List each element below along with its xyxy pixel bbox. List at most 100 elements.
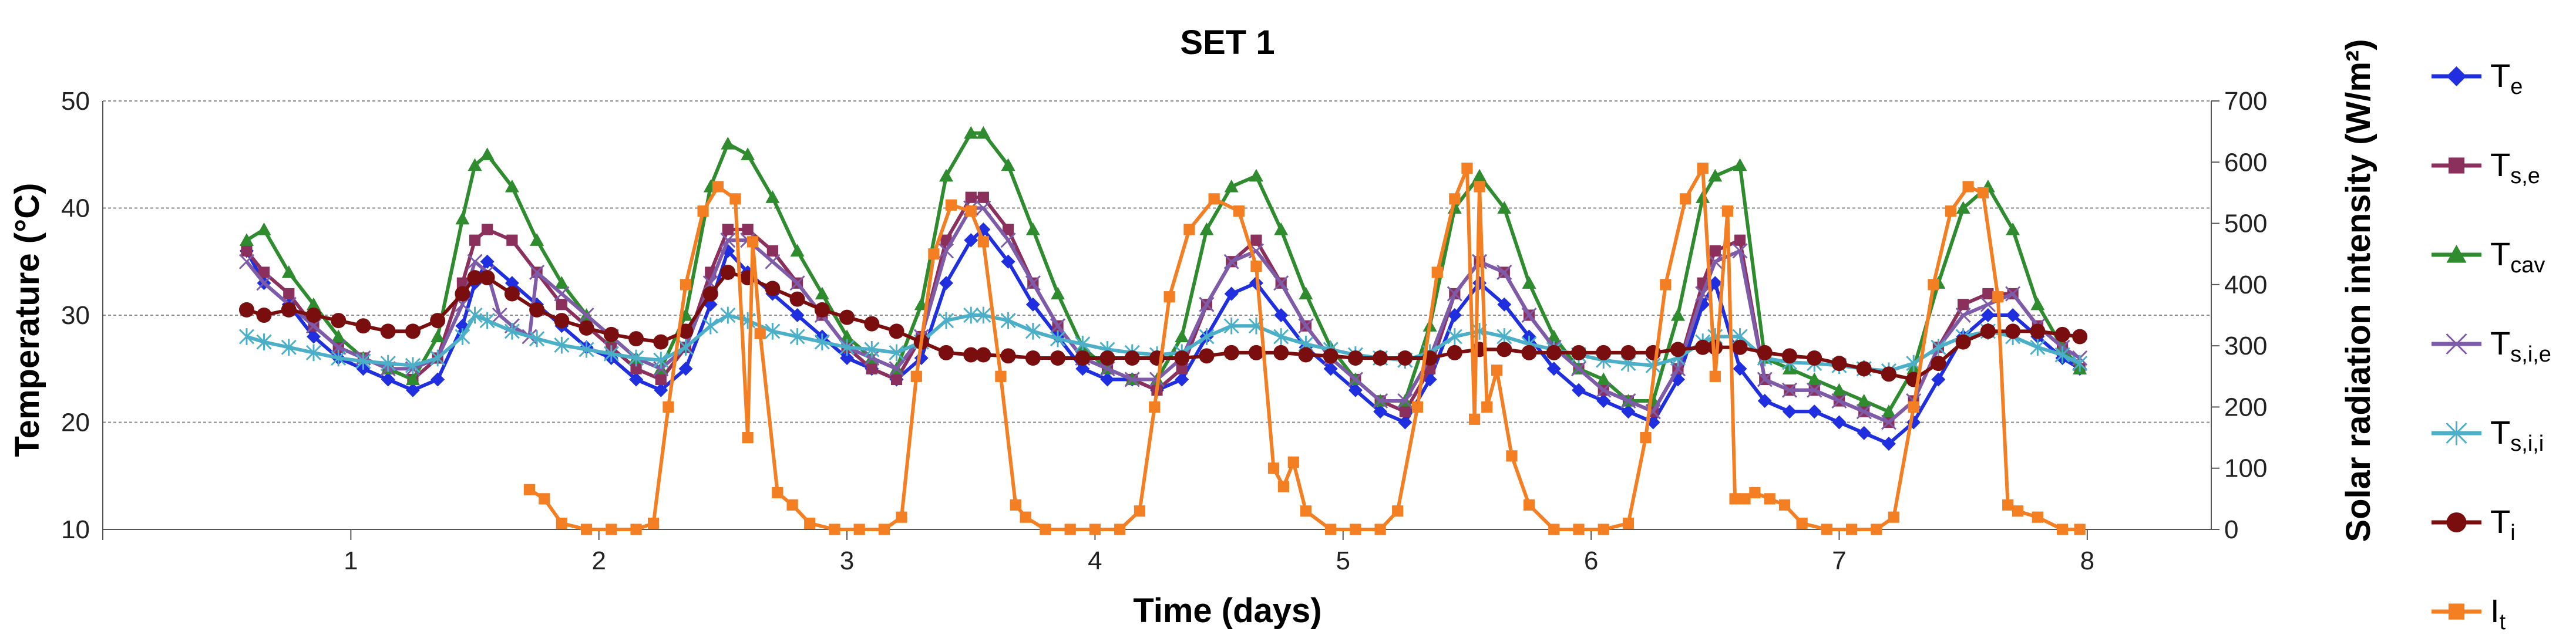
x-tick-label: 4 bbox=[1088, 546, 1102, 575]
legend-label: It bbox=[2490, 592, 2506, 634]
data-point bbox=[1397, 350, 1413, 366]
data-point bbox=[1622, 517, 1635, 529]
data-point bbox=[1025, 275, 1041, 291]
data-point bbox=[1124, 372, 1140, 387]
data-point bbox=[1757, 394, 1772, 408]
data-point bbox=[1001, 158, 1015, 171]
data-point bbox=[554, 336, 570, 354]
data-point bbox=[2032, 511, 2043, 523]
data-point bbox=[554, 286, 570, 302]
data-point bbox=[1962, 181, 1974, 193]
data-point bbox=[765, 254, 781, 269]
data-point bbox=[741, 147, 755, 160]
data-point bbox=[1857, 394, 1871, 407]
data-point bbox=[1796, 517, 1808, 529]
data-point bbox=[603, 326, 619, 342]
data-point bbox=[1831, 356, 1847, 372]
data-point bbox=[678, 362, 693, 376]
data-point bbox=[654, 383, 668, 397]
data-point bbox=[2054, 326, 2070, 342]
data-point bbox=[720, 232, 736, 248]
data-point bbox=[1708, 168, 1723, 182]
data-point bbox=[1398, 415, 1413, 430]
data-point bbox=[722, 224, 734, 235]
data-point bbox=[977, 191, 989, 203]
data-point bbox=[1374, 524, 1386, 535]
data-point bbox=[479, 312, 495, 329]
data-point bbox=[1199, 222, 1214, 235]
data-point bbox=[1573, 524, 1585, 535]
y2-tick-label: 0 bbox=[2224, 515, 2238, 544]
data-point bbox=[467, 270, 483, 286]
data-point bbox=[504, 286, 520, 302]
gridlines bbox=[103, 100, 2211, 530]
data-point bbox=[1287, 456, 1299, 468]
data-point bbox=[257, 222, 271, 235]
data-point bbox=[1000, 348, 1016, 364]
data-point bbox=[976, 306, 991, 324]
data-point bbox=[1175, 372, 1189, 387]
data-point bbox=[1496, 342, 1512, 357]
data-point bbox=[1411, 401, 1424, 413]
data-point bbox=[910, 370, 922, 382]
data-point bbox=[1325, 524, 1337, 535]
data-point bbox=[1431, 266, 1443, 278]
data-point bbox=[1522, 276, 1536, 289]
data-point bbox=[678, 323, 694, 339]
data-point bbox=[1208, 193, 1220, 205]
data-point bbox=[1807, 372, 1822, 386]
data-point bbox=[506, 234, 518, 246]
y2-tick-label: 200 bbox=[2224, 393, 2267, 421]
data-point bbox=[628, 331, 644, 347]
data-point bbox=[1248, 345, 1264, 360]
data-point bbox=[1572, 383, 1586, 397]
data-point bbox=[1521, 307, 1537, 323]
data-point bbox=[1397, 393, 1413, 409]
data-point bbox=[790, 244, 805, 257]
data-point bbox=[1064, 524, 1076, 535]
data-point bbox=[1025, 322, 1041, 340]
data-point bbox=[896, 511, 907, 523]
data-point bbox=[1571, 345, 1586, 360]
data-point bbox=[1323, 362, 1338, 376]
data-point bbox=[663, 401, 674, 413]
chart-title: SET 1 bbox=[1180, 23, 1274, 62]
data-point bbox=[256, 333, 272, 351]
data-point bbox=[1680, 193, 1691, 205]
data-point bbox=[492, 307, 507, 323]
data-point bbox=[431, 372, 445, 387]
legend-label: Tcav bbox=[2490, 235, 2545, 278]
data-point bbox=[1709, 370, 1721, 382]
data-point bbox=[380, 323, 396, 339]
data-point bbox=[1099, 350, 1115, 366]
x-tick-label: 8 bbox=[2080, 546, 2094, 575]
data-point bbox=[405, 372, 420, 386]
data-point bbox=[1050, 350, 1066, 366]
data-point bbox=[965, 191, 977, 203]
data-point bbox=[963, 347, 979, 363]
legend-label: Ts,i,i bbox=[2490, 414, 2544, 456]
data-point bbox=[754, 328, 766, 339]
data-point bbox=[306, 308, 321, 323]
data-point bbox=[1888, 511, 1899, 523]
data-point bbox=[965, 205, 977, 217]
data-point bbox=[1881, 414, 1897, 430]
data-point bbox=[523, 484, 536, 495]
x-tick-label: 7 bbox=[1832, 546, 1846, 575]
data-point bbox=[721, 137, 735, 150]
data-point bbox=[1956, 201, 1970, 214]
data-point bbox=[1373, 393, 1388, 409]
data-point bbox=[1223, 345, 1239, 360]
data-point bbox=[1928, 279, 1939, 291]
y-tick-label: 40 bbox=[61, 194, 90, 223]
data-point bbox=[2054, 346, 2070, 363]
data-point bbox=[1114, 524, 1126, 535]
data-point bbox=[239, 233, 254, 246]
data-point bbox=[789, 291, 805, 307]
data-point bbox=[697, 205, 709, 217]
legend-item: It bbox=[2432, 592, 2506, 634]
data-point bbox=[579, 341, 594, 358]
data-point bbox=[556, 299, 567, 310]
data-point bbox=[381, 372, 395, 387]
